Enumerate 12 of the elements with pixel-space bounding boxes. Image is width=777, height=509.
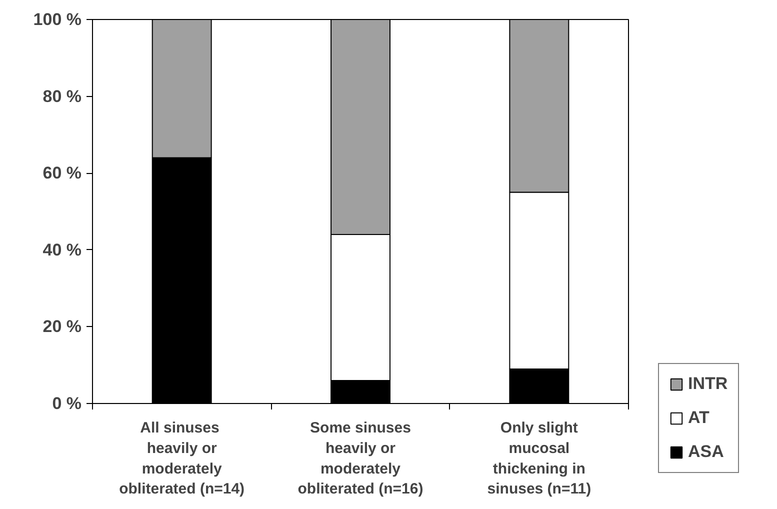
legend-label: AT [688,408,710,428]
legend-label: INTR [688,374,728,394]
y-tick-label: 60 % [42,164,82,183]
x-tick-label: All sinuses heavily or moderately obliterated (n=14) [119,420,245,498]
y-tick-label: 100 % [33,10,82,29]
y-tick-label: 20 % [42,317,82,336]
legend-label: ASA [688,442,724,462]
x-tick-label: Some sinuses heavily or moderately obliterated (n=16) [298,420,424,498]
x-tick-label: Only slight mucosal thickening in sinuses (n=11) [487,420,592,498]
y-tick-label: 0 % [52,394,82,413]
y-tick-label: 80 % [42,86,82,106]
y-tick-label: 40 % [42,240,82,260]
